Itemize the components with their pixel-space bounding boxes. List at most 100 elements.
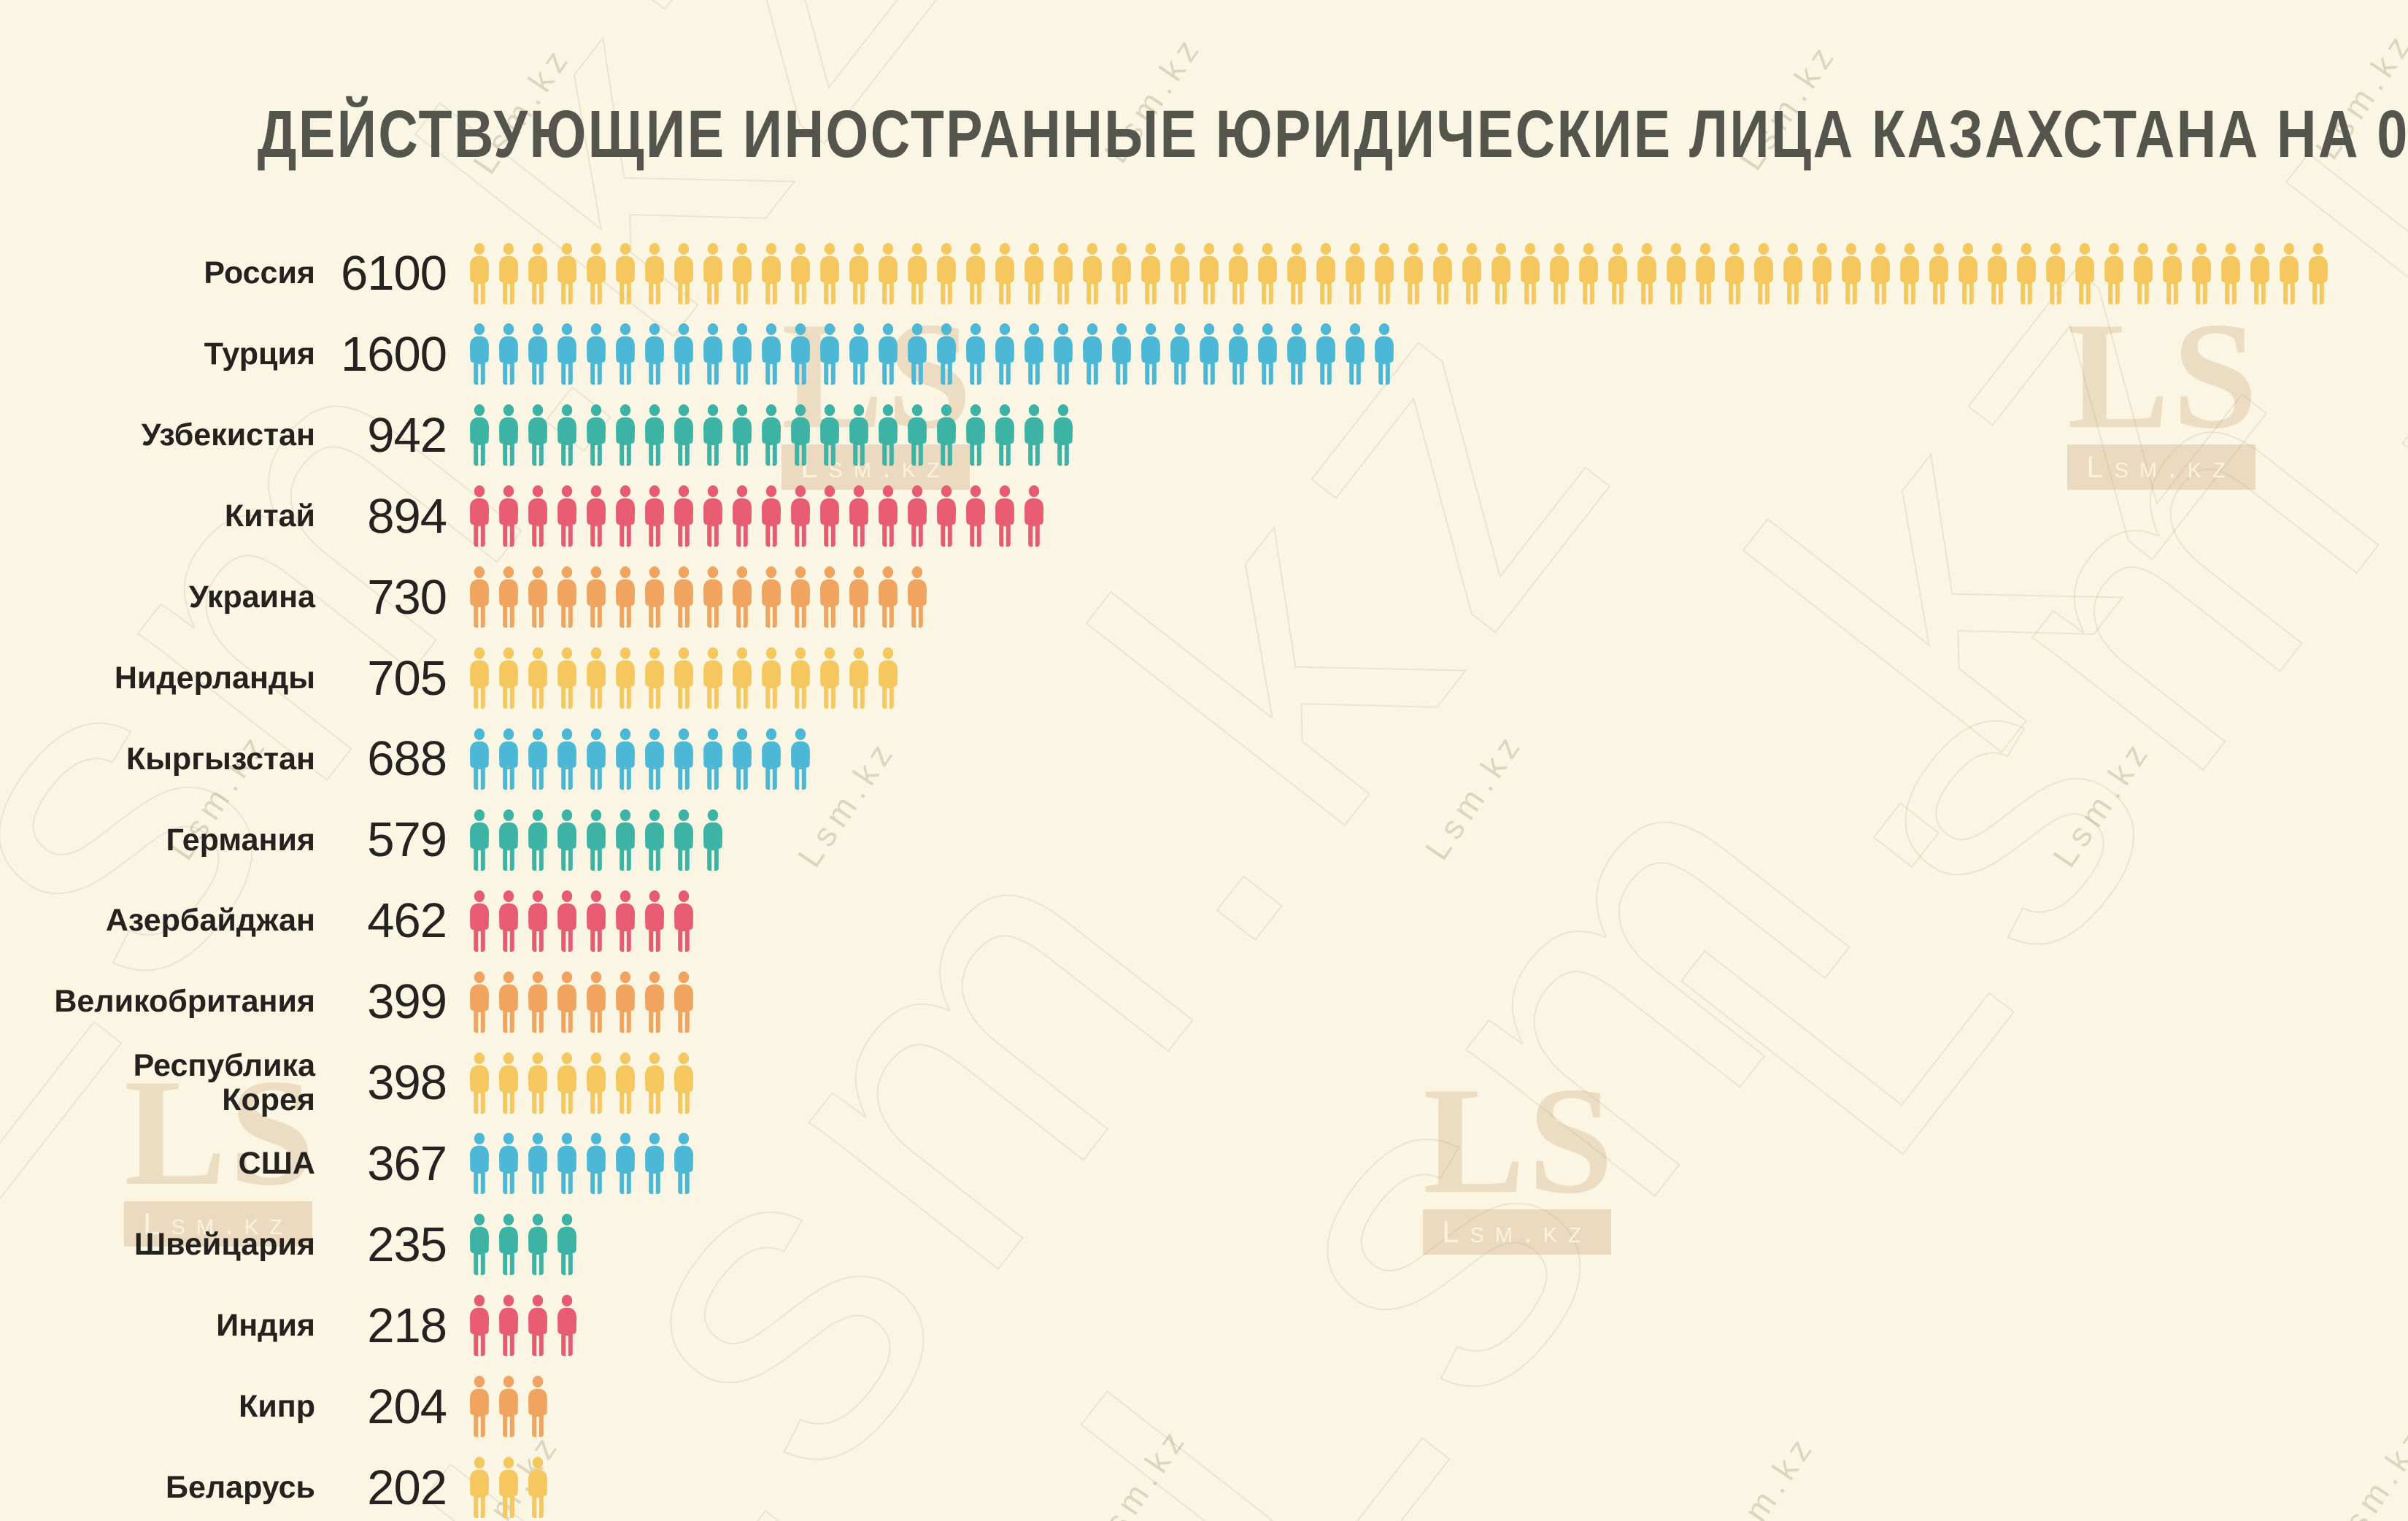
chart-row-11: США 367 xyxy=(0,1123,2408,1204)
person-icon xyxy=(613,566,638,628)
person-icon xyxy=(759,647,784,709)
person-icon xyxy=(671,404,696,466)
person-icon xyxy=(701,728,725,790)
person-icon xyxy=(467,1133,492,1194)
person-icon xyxy=(934,243,959,304)
person-icon xyxy=(496,566,521,628)
person-icon xyxy=(1780,243,1805,304)
person-icon xyxy=(584,728,609,790)
person-icon xyxy=(1109,323,1134,385)
person-icon xyxy=(1518,243,1543,304)
person-icon xyxy=(701,323,725,385)
ls-logo-site-band: Lsm.kz xyxy=(1423,1209,1611,1255)
country-value: 218 xyxy=(367,1298,447,1353)
ls-logo-site-band: Lsm.kz xyxy=(782,444,970,490)
person-icon xyxy=(1401,243,1426,304)
person-icon xyxy=(992,485,1017,547)
person-icon xyxy=(613,243,638,304)
person-icon xyxy=(1051,323,1076,385)
person-icon xyxy=(992,243,1017,304)
person-icon xyxy=(467,890,492,952)
person-icon xyxy=(730,404,755,466)
ls-logo-site-text: Lsm.kz xyxy=(800,450,951,484)
country-value: 462 xyxy=(367,893,447,949)
person-icon xyxy=(584,971,609,1033)
person-icon xyxy=(584,485,609,547)
country-value: 579 xyxy=(367,812,447,868)
country-value: 730 xyxy=(367,569,447,625)
person-icon xyxy=(584,323,609,385)
person-icon xyxy=(642,485,667,547)
person-icon xyxy=(671,647,696,709)
person-icon xyxy=(496,1214,521,1275)
person-icon xyxy=(1489,243,1513,304)
person-icon xyxy=(525,404,550,466)
person-icon xyxy=(555,1295,579,1356)
person-icon xyxy=(1138,243,1163,304)
person-icon xyxy=(817,323,842,385)
person-icon xyxy=(613,1133,638,1194)
person-icon xyxy=(671,809,696,871)
person-icon xyxy=(934,404,959,466)
person-icon xyxy=(555,1214,579,1275)
person-icon xyxy=(642,566,667,628)
person-icon xyxy=(1372,323,1397,385)
person-icon xyxy=(584,890,609,952)
person-icon xyxy=(525,1052,550,1114)
person-icon xyxy=(759,243,784,304)
person-icon xyxy=(467,485,492,547)
ls-logo-text: LS xyxy=(1423,1056,1616,1225)
person-icon xyxy=(1168,323,1192,385)
person-icon xyxy=(642,728,667,790)
person-icon xyxy=(963,404,988,466)
person-icon xyxy=(934,485,959,547)
country-label: Республика Корея xyxy=(133,1048,315,1117)
person-icon xyxy=(905,243,930,304)
ls-logo-site-text: Lsm.kz xyxy=(143,1206,293,1241)
person-icon xyxy=(905,485,930,547)
person-icon xyxy=(701,809,725,871)
person-icon xyxy=(788,404,813,466)
person-icon xyxy=(496,485,521,547)
person-icon xyxy=(905,323,930,385)
person-icon xyxy=(1926,243,1951,304)
person-icon xyxy=(613,890,638,952)
person-icon xyxy=(1839,243,1864,304)
person-icon xyxy=(1372,243,1397,304)
person-icon xyxy=(759,404,784,466)
person-icon xyxy=(1051,404,1076,466)
person-icon xyxy=(1956,243,1980,304)
person-icon xyxy=(496,243,521,304)
person-icon xyxy=(2014,243,2039,304)
chart-row-6: Кыргызстан 688 xyxy=(0,718,2408,799)
person-icon xyxy=(496,404,521,466)
ls-logo-site-band: Lsm.kz xyxy=(124,1201,312,1247)
person-icon xyxy=(759,728,784,790)
person-icon xyxy=(555,728,579,790)
person-icon xyxy=(496,1295,521,1356)
country-label: Азербайджан xyxy=(105,903,315,939)
country-label: Германия xyxy=(166,822,315,858)
person-icon xyxy=(671,323,696,385)
person-icon xyxy=(1605,243,1630,304)
person-icon-bar xyxy=(467,243,2335,304)
person-icon xyxy=(1664,243,1689,304)
person-icon xyxy=(642,647,667,709)
person-icon xyxy=(730,323,755,385)
person-icon xyxy=(876,566,900,628)
person-icon xyxy=(584,647,609,709)
person-icon xyxy=(1343,243,1367,304)
person-icon xyxy=(555,404,579,466)
person-icon xyxy=(730,647,755,709)
chart-row-8: Азербайджан 462 xyxy=(0,880,2408,961)
person-icon xyxy=(759,323,784,385)
country-label: Швейцария xyxy=(134,1227,315,1263)
person-icon xyxy=(1022,485,1046,547)
person-icon xyxy=(496,1376,521,1437)
person-icon xyxy=(1109,243,1134,304)
person-icon xyxy=(1284,243,1309,304)
person-icon xyxy=(788,647,813,709)
ls-logo-site-text: Lsm.kz xyxy=(2086,450,2237,484)
person-icon xyxy=(525,1133,550,1194)
